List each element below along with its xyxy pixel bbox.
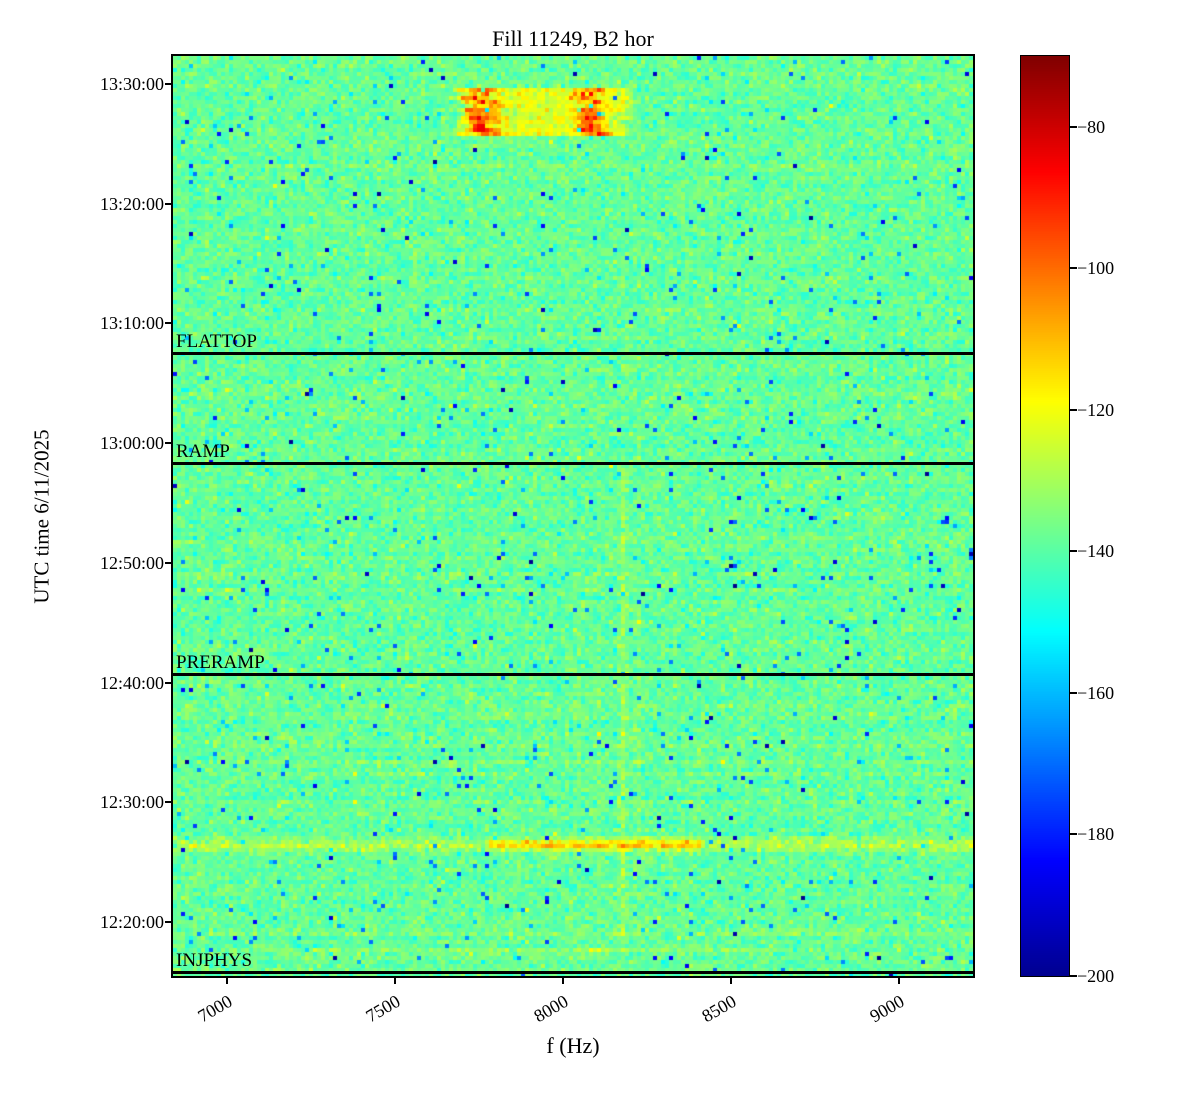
colorbar-tick-mark bbox=[1069, 125, 1077, 128]
x-axis-label: f (Hz) bbox=[546, 1033, 600, 1058]
y-tick-label: 13:20:00 bbox=[99, 193, 164, 214]
colorbar-tick-mark bbox=[1069, 833, 1077, 836]
x-tick-mark bbox=[729, 976, 732, 984]
y-tick-mark bbox=[165, 561, 173, 564]
beam-mode-line bbox=[173, 352, 973, 356]
beam-mode-line bbox=[173, 672, 973, 676]
y-tick-label: 13:30:00 bbox=[99, 73, 164, 94]
colorbar-gradient bbox=[1020, 55, 1069, 976]
colorbar-tick-label: −120 bbox=[1077, 399, 1115, 420]
x-tick-mark bbox=[561, 976, 564, 984]
colorbar-tick-label: −80 bbox=[1077, 116, 1106, 137]
beam-mode-label: FLATTOP bbox=[176, 331, 257, 353]
colorbar bbox=[1019, 54, 1070, 977]
beam-mode-label: INJPHYS bbox=[176, 950, 253, 971]
x-tick-mark bbox=[393, 976, 396, 984]
y-tick-label: 12:50:00 bbox=[99, 552, 164, 573]
y-tick-mark bbox=[165, 202, 173, 205]
y-tick-label: 12:40:00 bbox=[99, 672, 164, 693]
y-tick-label: 12:30:00 bbox=[99, 792, 164, 813]
y-tick-label: 13:00:00 bbox=[99, 433, 164, 454]
beam-mode-line bbox=[173, 971, 973, 974]
y-tick-label: 12:20:00 bbox=[99, 912, 164, 933]
y-axis-label: UTC time 6/11/2025 bbox=[29, 429, 54, 604]
colorbar-tick-mark bbox=[1069, 267, 1077, 270]
y-tick-mark bbox=[165, 322, 173, 325]
y-tick-mark bbox=[165, 442, 173, 445]
x-tick-mark bbox=[225, 976, 228, 984]
colorbar-tick-label: −160 bbox=[1077, 682, 1115, 703]
colorbar-tick-mark bbox=[1069, 975, 1077, 977]
colorbar-tick-mark bbox=[1069, 691, 1077, 694]
y-tick-label: 13:10:00 bbox=[99, 313, 164, 334]
y-tick-mark bbox=[165, 921, 173, 924]
colorbar-tick-label: −200 bbox=[1077, 966, 1115, 986]
colorbar-tick-mark bbox=[1069, 408, 1077, 411]
colorbar-tick-label: −140 bbox=[1077, 541, 1115, 562]
colorbar-tick-mark bbox=[1069, 550, 1077, 553]
spectrogram-heatmap bbox=[173, 56, 973, 976]
heatmap-plot-area bbox=[171, 54, 975, 978]
plot-title: Fill 11249, B2 hor bbox=[492, 26, 654, 51]
colorbar-tick-label: −100 bbox=[1077, 258, 1115, 279]
beam-mode-label: RAMP bbox=[176, 441, 230, 463]
beam-mode-label: PRERAMP bbox=[176, 651, 265, 673]
y-tick-mark bbox=[165, 801, 173, 804]
y-tick-mark bbox=[165, 681, 173, 684]
beam-mode-line bbox=[173, 462, 973, 466]
y-tick-mark bbox=[165, 82, 173, 85]
x-tick-mark bbox=[898, 976, 901, 984]
colorbar-tick-label: −180 bbox=[1077, 824, 1115, 845]
